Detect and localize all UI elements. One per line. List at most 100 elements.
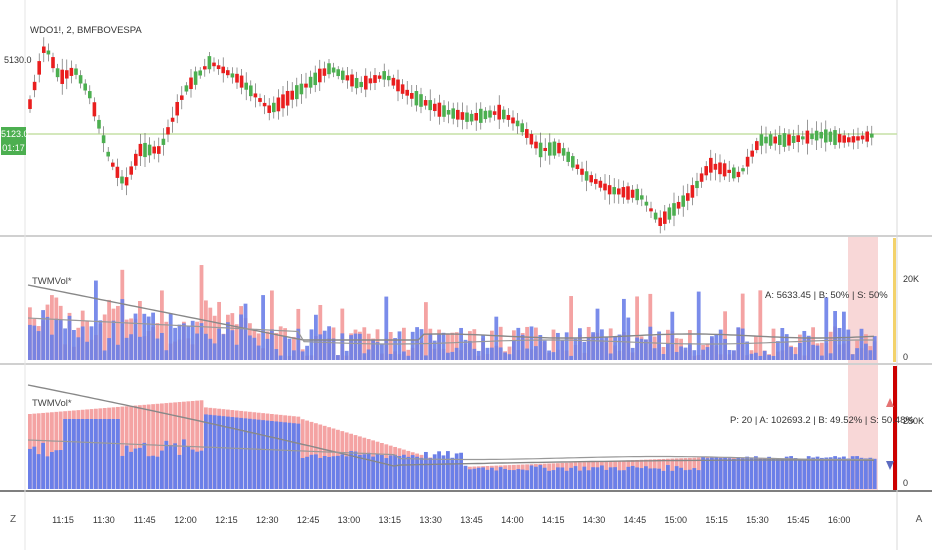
buy-volume-bar (424, 355, 428, 360)
buy-volume-bar (732, 350, 736, 360)
candle (598, 180, 603, 188)
sell-volume-bar (129, 405, 133, 489)
buy-volume-bar (771, 355, 776, 360)
pane2-alert-bar (893, 366, 897, 490)
candle (778, 135, 782, 145)
buy-volume-bar (591, 332, 595, 360)
buy-volume-bar (776, 458, 780, 489)
pane1-marker-bar (893, 238, 896, 362)
buy-volume-bar (327, 456, 331, 489)
candle (612, 187, 616, 195)
buy-volume-bar (586, 470, 591, 489)
buy-volume-bar (204, 414, 208, 489)
buy-volume-bar (362, 353, 367, 360)
auto-scale-button[interactable]: A (915, 514, 923, 525)
buy-volume-bar (608, 353, 613, 360)
buy-volume-bar (195, 451, 199, 489)
candle (727, 169, 731, 173)
sell-volume-bar (740, 293, 745, 360)
buy-volume-bar (569, 355, 573, 360)
candle (175, 101, 179, 116)
buy-volume-bar (410, 331, 415, 360)
buy-volume-bar (789, 346, 793, 360)
candle (147, 144, 152, 156)
buy-volume-bar (67, 315, 72, 360)
sell-volume-bar (507, 346, 512, 360)
buy-volume-bar (217, 328, 221, 360)
buy-volume-bar (85, 341, 89, 360)
buy-volume-bar (600, 329, 604, 360)
candle (672, 203, 676, 216)
candle (561, 148, 566, 156)
sell-volume-bar (450, 332, 455, 360)
pane1-stats: A: 5633.45 | B: 50% | S: 50% (765, 290, 888, 301)
buy-volume-bar (380, 455, 384, 489)
buy-volume-bar (111, 419, 116, 489)
buy-volume-bar (432, 340, 437, 360)
pane2-scale-zero: 0 (903, 478, 909, 488)
time-axis-label: 13:00 (337, 515, 361, 525)
buy-volume-bar (331, 456, 336, 489)
buy-volume-bar (230, 417, 235, 489)
buy-volume-bar (111, 320, 116, 360)
buy-volume-bar (296, 423, 301, 489)
candle (534, 141, 538, 149)
buy-volume-bar (622, 470, 626, 489)
buy-volume-bar (336, 455, 340, 489)
buy-volume-bar (160, 450, 164, 489)
buy-volume-bar (309, 454, 314, 489)
candle (88, 91, 92, 99)
candle (359, 81, 363, 88)
candle (345, 75, 350, 81)
buy-volume-bar (644, 466, 648, 489)
buy-volume-bar (740, 458, 745, 489)
buy-volume-bar (358, 333, 362, 360)
candle (373, 75, 377, 83)
candle (115, 166, 120, 178)
buy-volume-bar (384, 458, 389, 489)
candle (640, 195, 644, 200)
price-scale-top: 5130.0 (4, 55, 32, 65)
buy-volume-bar (190, 449, 195, 489)
buy-volume-bar (534, 466, 538, 489)
buy-volume-bar (494, 470, 499, 489)
buy-volume-bar (534, 346, 538, 360)
candle (768, 134, 773, 146)
buy-volume-bar (718, 458, 723, 489)
sell-volume-bar (446, 334, 450, 360)
buy-volume-bar (740, 328, 745, 360)
zoom-reset-button[interactable]: Z (9, 514, 17, 525)
candle (469, 113, 474, 122)
buy-volume-bar (498, 467, 503, 489)
buy-volume-bar (45, 456, 50, 489)
buy-volume-bar (146, 456, 151, 489)
buy-volume-bar (186, 446, 191, 489)
candle (299, 83, 304, 95)
buy-volume-bar (754, 456, 758, 489)
buy-volume-bar (476, 350, 481, 360)
candle (46, 50, 51, 55)
candle (704, 166, 708, 176)
candle (759, 134, 764, 146)
candle (713, 163, 718, 170)
buy-volume-bar (300, 351, 305, 360)
buy-volume-bar (736, 457, 741, 489)
buy-volume-bar (525, 348, 529, 360)
candle (428, 100, 432, 111)
buy-volume-bar (635, 467, 639, 489)
candle (230, 73, 235, 78)
buy-volume-bar (582, 466, 587, 489)
sell-volume-bar (133, 405, 138, 489)
buy-volume-bar (50, 451, 54, 489)
buy-volume-bar (767, 456, 771, 489)
buy-volume-bar (657, 468, 661, 489)
candle (184, 85, 189, 92)
candle (773, 136, 777, 144)
buy-volume-bar (252, 419, 257, 489)
buy-volume-bar (177, 454, 182, 489)
buy-volume-bar (36, 454, 41, 489)
candle (856, 136, 860, 141)
buy-volume-bar (802, 330, 807, 360)
buy-volume-bar (758, 458, 763, 489)
